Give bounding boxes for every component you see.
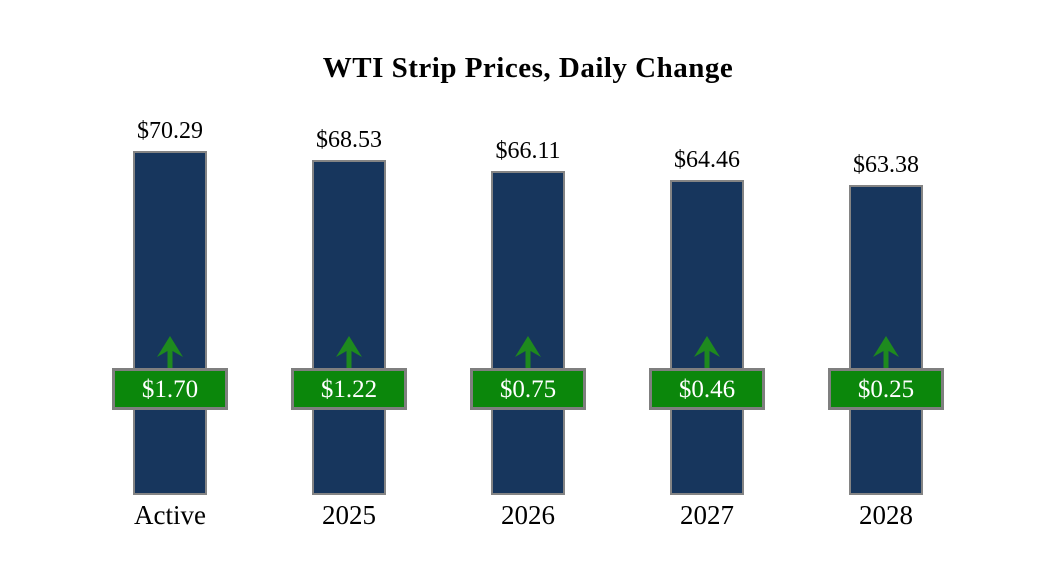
up-arrow-icon [515,336,541,368]
change-label: $0.75 [499,375,557,403]
price-label: $64.46 [674,147,740,173]
change-badge: $0.25 [828,368,944,410]
change-badge: $0.46 [649,368,765,410]
change-badge: $1.70 [112,368,228,410]
price-bar [491,171,565,495]
up-arrow-icon [873,336,899,368]
price-label: $63.38 [853,152,919,178]
change-badge: $1.22 [291,368,407,410]
price-bar [312,160,386,495]
price-label: $70.29 [137,118,203,144]
category-label: Active [134,500,206,530]
price-bar [670,180,744,495]
up-arrow-icon [336,336,362,368]
chart-title: WTI Strip Prices, Daily Change [322,52,734,84]
price-bar [133,151,207,495]
price-label: $66.11 [495,138,561,164]
category-label: 2025 [322,500,376,530]
change-label: $0.25 [857,375,915,403]
change-label: $1.70 [141,375,199,403]
change-badge: $0.75 [470,368,586,410]
change-label: $1.22 [320,375,378,403]
category-label: 2026 [501,500,555,530]
up-arrow-icon [694,336,720,368]
change-label: $0.46 [678,375,736,403]
category-label: 2028 [859,500,913,530]
up-arrow-icon [157,336,183,368]
price-label: $68.53 [316,127,382,153]
category-label: 2027 [680,500,734,530]
